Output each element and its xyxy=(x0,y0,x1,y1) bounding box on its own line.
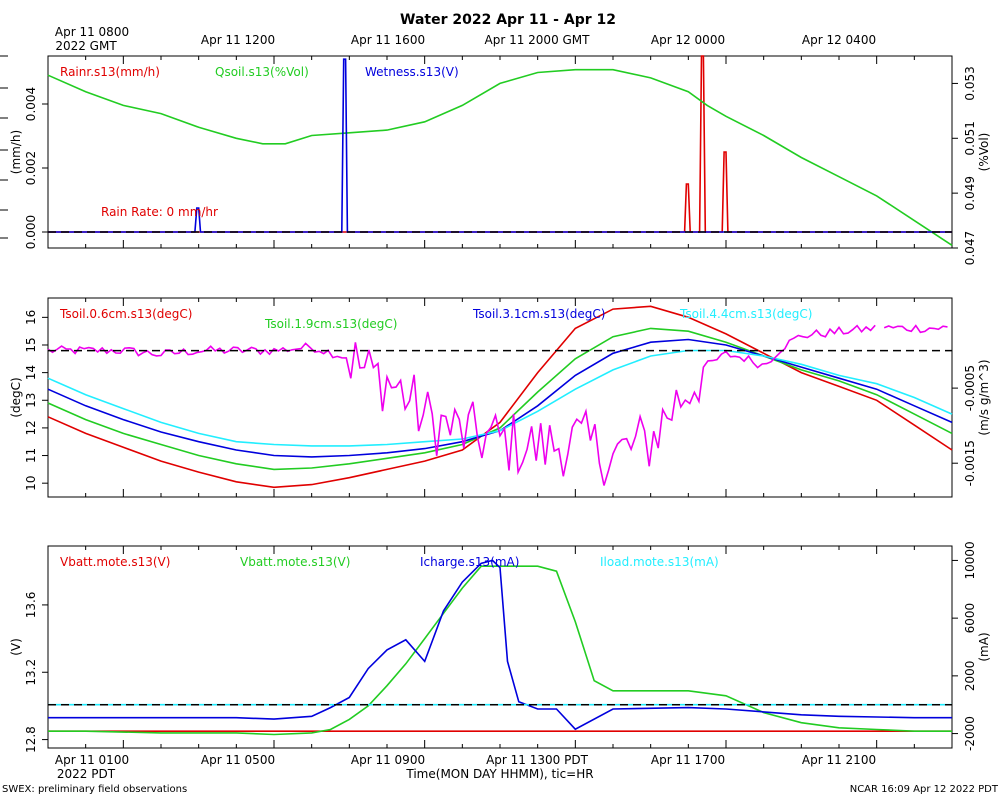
y-tick-label-left: 15 xyxy=(24,337,38,352)
y-axis-label-left: (mm/h) xyxy=(9,130,23,174)
y-axis-label-left: (V) xyxy=(9,638,23,656)
legend-entry: Tsoil.1.9cm.s13(degC) xyxy=(264,317,398,331)
top-axis-label: Apr 11 1200 xyxy=(201,33,275,47)
y-tick-label-right: -0.0005 xyxy=(963,365,977,411)
battery-panel: 12.8 13.2 13.6 -2000 2000 6000 10000 (V) (mA) Vba… xyxy=(9,541,991,753)
y-tick-label-left: 12 xyxy=(24,420,38,435)
y-tick-label-right: 0.049 xyxy=(963,176,977,210)
top-time-axis: Apr 11 0800 2022 GMT Apr 11 1200 Apr 11 1… xyxy=(55,25,876,53)
series-line xyxy=(47,324,948,486)
y-tick-label-right: 0.047 xyxy=(963,231,977,265)
top-axis-label: Apr 12 0400 xyxy=(802,33,876,47)
footer-right: NCAR 16:09 Apr 12 2022 PDT xyxy=(850,784,999,795)
y-tick-label-left: 12.8 xyxy=(24,726,38,753)
y-tick-label-right: 6000 xyxy=(963,603,977,634)
bottom-axis-label: Apr 11 0100 xyxy=(55,753,129,767)
y-tick-label-left: 13.6 xyxy=(24,592,38,619)
bottom-axis-label: Apr 11 0500 xyxy=(201,753,275,767)
legend-entry: Qsoil.s13(%Vol) xyxy=(215,65,309,79)
y-tick-label-left: 0.000 xyxy=(24,215,38,249)
legend-entry: Iload.mote.s13(mA) xyxy=(600,555,719,569)
y-axis-label-right: (%Vol) xyxy=(977,133,991,172)
y-tick-label-right: 0.051 xyxy=(963,121,977,155)
series-line xyxy=(48,565,952,736)
bottom-axis-label: Apr 11 1700 xyxy=(651,753,725,767)
legend-entry: Tsoil.3.1cm.s13(degC) xyxy=(472,307,606,321)
soil-temperature-panel: 10 11 12 13 14 15 16 -0.0015 -0.0005 (degC) (m/s g… xyxy=(9,297,991,498)
bottom-axis-label: Apr 11 2100 xyxy=(802,753,876,767)
series-line xyxy=(47,349,953,447)
y-tick-label-right: -2000 xyxy=(963,716,977,751)
series-line xyxy=(47,68,953,246)
y-tick-label-left: 10 xyxy=(24,476,38,491)
legend-entry: Vbatt.mote.s13(V) xyxy=(60,555,170,569)
top-axis-label: Apr 11 1600 xyxy=(351,33,425,47)
series-line xyxy=(47,327,953,471)
y-tick-label-left: 13 xyxy=(24,393,38,408)
legend-entry: Tsoil.0.6cm.s13(degC) xyxy=(59,307,193,321)
rain-rate-annotation: Rain Rate: 0 mm/hr xyxy=(101,205,218,219)
series-line xyxy=(47,338,953,458)
legend-entry: Icharge.s13(mA) xyxy=(420,555,519,569)
y-tick-label-right: 2000 xyxy=(963,661,977,692)
legend-entry: Rainr.s13(mm/h) xyxy=(60,65,160,79)
y-tick-label-right: 0.053 xyxy=(963,66,977,100)
legend-entry: Vbatt.mote.s13(V) xyxy=(240,555,350,569)
legend-entry: Tsoil.4.4cm.s13(degC) xyxy=(679,307,813,321)
y-axis-label-left: (degC) xyxy=(9,377,23,417)
y-tick-label-left: 0.004 xyxy=(24,87,38,121)
top-axis-first-label: Apr 11 0800 xyxy=(55,25,129,39)
y-axis-label-right: (m/s g/m^3) xyxy=(977,359,991,435)
top-axis-label: Apr 12 0000 xyxy=(651,33,725,47)
y-tick-label-left: 14 xyxy=(24,365,38,380)
bottom-axis-title: Time(MON DAY HHMM), tic=HR xyxy=(405,767,593,781)
y-tick-label-right: -0.0015 xyxy=(963,440,977,486)
bottom-axis-first-label-line2: 2022 PDT xyxy=(57,767,116,781)
top-axis-first-label-line2: 2022 GMT xyxy=(55,39,117,53)
panel-frame xyxy=(47,55,953,249)
rain-soil-panel: 0.000 0.002 0.004 0.047 0.049 0.051 0.053 (mm/h… xyxy=(9,55,991,265)
series-line xyxy=(47,305,953,489)
y-tick-label-left: 16 xyxy=(24,310,38,325)
chart-title: Water 2022 Apr 11 - Apr 12 xyxy=(400,12,616,28)
footer-left: SWEX: preliminary field observations xyxy=(2,784,187,795)
y-tick-label-right: 10000 xyxy=(963,541,977,579)
series-line xyxy=(48,55,952,233)
legend-entry: Wetness.s13(V) xyxy=(365,65,459,79)
y-tick-label-left: 0.002 xyxy=(24,151,38,185)
y-tick-label-left: 11 xyxy=(24,448,38,463)
y-axis-label-right: (mA) xyxy=(977,632,991,661)
bottom-axis-label: Apr 11 0900 xyxy=(351,753,425,767)
top-axis-label: Apr 11 2000 GMT xyxy=(485,33,591,47)
series-line xyxy=(48,559,952,731)
y-tick-label-left: 13.2 xyxy=(24,659,38,686)
bottom-axis-label: Apr 11 1300 PDT xyxy=(486,753,588,767)
